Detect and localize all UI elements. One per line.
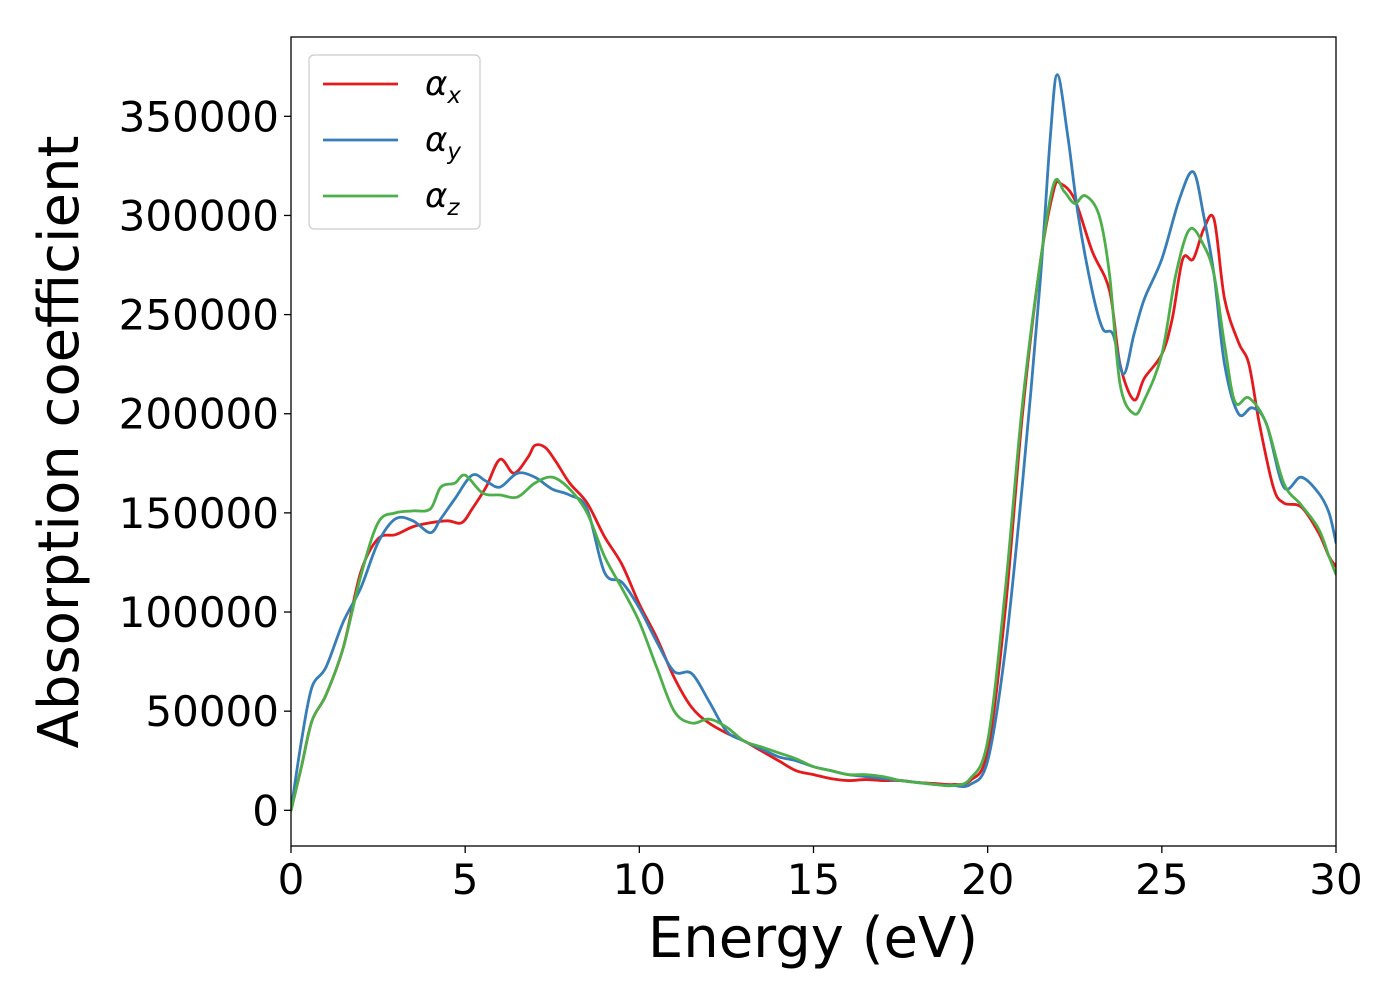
y-tick-label: 350000 bbox=[119, 92, 279, 141]
x-tick-label: 30 bbox=[1309, 855, 1362, 904]
x-tick-label: 0 bbox=[278, 855, 305, 904]
y-tick-label: 150000 bbox=[119, 489, 279, 538]
y-tick-label: 50000 bbox=[145, 687, 279, 736]
x-tick-label: 20 bbox=[961, 855, 1014, 904]
y-tick-label: 0 bbox=[252, 786, 279, 835]
series-line-y bbox=[291, 73, 1336, 812]
axes-layer: 0 5 10 15 20 25 30 0 50000 100000 150000 200000 2500… bbox=[119, 36, 1363, 904]
x-tick-label: 25 bbox=[1135, 855, 1188, 904]
x-axis-label: Energy (eV) bbox=[648, 906, 978, 971]
legend-box bbox=[308, 54, 481, 230]
y-tick-label: 300000 bbox=[119, 191, 279, 240]
y-tick-label: 200000 bbox=[119, 390, 279, 439]
x-tick-label: 10 bbox=[613, 855, 666, 904]
series-line-x bbox=[291, 179, 1336, 812]
y-tick-label: 100000 bbox=[119, 588, 279, 637]
x-tick-label: 15 bbox=[787, 855, 840, 904]
series-layer bbox=[291, 73, 1336, 812]
y-tick-label: 250000 bbox=[119, 291, 279, 340]
series-line-z bbox=[291, 177, 1336, 812]
x-tick-label: 5 bbox=[452, 855, 479, 904]
y-axis-label: Absorption coefficient bbox=[27, 136, 92, 749]
